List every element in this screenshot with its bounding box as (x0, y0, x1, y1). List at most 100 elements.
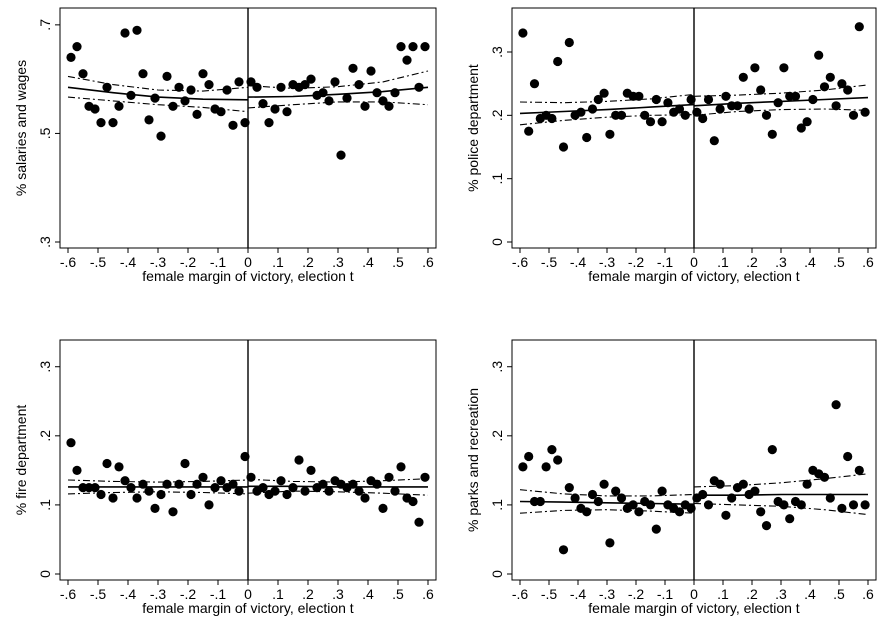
y-axis-title: % police department (465, 64, 481, 192)
scatter-point (234, 77, 244, 87)
scatter-point (634, 91, 644, 101)
scatter-point (599, 479, 609, 489)
x-tick-label: -.6 (60, 254, 77, 270)
x-tick-label: -.5 (541, 586, 558, 602)
scatter-point (360, 493, 370, 503)
scatter-point (825, 493, 835, 503)
scatter-point (750, 63, 760, 73)
scatter-point (144, 486, 154, 496)
scatter-point (216, 476, 226, 486)
x-tick-label: -.6 (512, 586, 529, 602)
scatter-point (150, 503, 160, 513)
scatter-point (186, 85, 196, 95)
scatter-point (258, 99, 268, 109)
scatter-point (384, 101, 394, 111)
x-tick-label: -.3 (150, 586, 167, 602)
scatter-point (234, 486, 244, 496)
scatter-point (854, 465, 864, 475)
ci-upper-left (519, 93, 695, 104)
scatter-point (802, 117, 812, 127)
y-axis-title: % salaries and wages (13, 60, 29, 196)
y-tick-label: 0 (37, 570, 53, 578)
scatter-point (228, 479, 238, 489)
scatter-point (796, 500, 806, 510)
x-tick-label: -.3 (599, 254, 616, 270)
x-tick-label: .5 (833, 586, 845, 602)
scatter-point (524, 451, 534, 462)
scatter-point (616, 110, 627, 120)
y-tick-label: .3 (37, 361, 53, 373)
scatter-point (605, 538, 615, 548)
scatter-point (779, 63, 789, 73)
scatter-point (288, 483, 298, 493)
scatter-point (640, 110, 650, 120)
scatter-point (174, 479, 184, 489)
scatter-point (738, 72, 748, 82)
scatter-point (150, 93, 160, 103)
scatter-point (605, 129, 615, 139)
scatter-point (246, 472, 256, 482)
scatter-point (808, 94, 818, 105)
x-tick-label: .5 (833, 254, 845, 270)
y-tick-label: .2 (489, 430, 505, 442)
scatter-point (396, 462, 406, 472)
x-tick-label: -.2 (628, 254, 645, 270)
scatter-point (408, 496, 418, 507)
x-tick-label: 0 (244, 254, 252, 270)
fit-line-right (247, 86, 429, 98)
scatter-point (360, 101, 370, 111)
scatter-point (657, 117, 667, 127)
scatter-point (114, 462, 124, 472)
scatter-point (651, 524, 661, 534)
scatter-point (192, 479, 202, 489)
scatter-point (558, 142, 569, 152)
x-tick-label: .2 (302, 586, 314, 602)
scatter-point (120, 28, 130, 38)
scatter-point (761, 521, 772, 531)
scatter-point (180, 458, 190, 469)
scatter-point (535, 496, 545, 507)
scatter-point (390, 486, 400, 496)
scatter-point (698, 113, 708, 124)
scatter-point (282, 107, 292, 117)
x-tick-label: -.4 (570, 254, 587, 270)
scatter-point (186, 489, 196, 500)
x-tick-label: .1 (717, 254, 729, 270)
y-tick-label: .5 (37, 127, 53, 139)
x-tick-label: .4 (804, 586, 816, 602)
x-tick-label: -.1 (657, 586, 674, 602)
scatter-point (348, 63, 358, 73)
x-axis-title: female margin of victory, election t (142, 268, 353, 284)
scatter-point (848, 110, 859, 120)
scatter-point (553, 56, 563, 67)
scatter-point (843, 451, 853, 462)
scatter-point (547, 113, 557, 124)
scatter-point (120, 476, 130, 486)
x-tick-label: .6 (862, 586, 874, 602)
scatter-point (576, 107, 586, 117)
scatter-point (825, 72, 835, 82)
scatter-point (354, 486, 364, 496)
scatter-point (616, 493, 627, 503)
scatter-point (216, 107, 226, 117)
x-tick-label: .3 (775, 254, 787, 270)
scatter-point (162, 71, 172, 81)
scatter-point (779, 500, 789, 510)
scatter-point (318, 479, 328, 489)
ci-upper-left (67, 75, 249, 92)
scatter-point (785, 514, 795, 524)
scatter-point (628, 500, 638, 510)
scatter-point (796, 123, 806, 133)
scatter-point (102, 82, 112, 92)
scatter-point (198, 69, 208, 79)
scatter-point (372, 479, 382, 489)
scatter-point (126, 483, 136, 493)
scatter-point (553, 455, 563, 465)
scatter-point (611, 486, 621, 496)
scatter-point (408, 42, 418, 52)
scatter-point (276, 476, 286, 486)
scatter-point (645, 117, 656, 127)
scatter-point (294, 455, 304, 465)
scatter-point (854, 22, 864, 32)
x-tick-label: -.6 (512, 254, 529, 270)
